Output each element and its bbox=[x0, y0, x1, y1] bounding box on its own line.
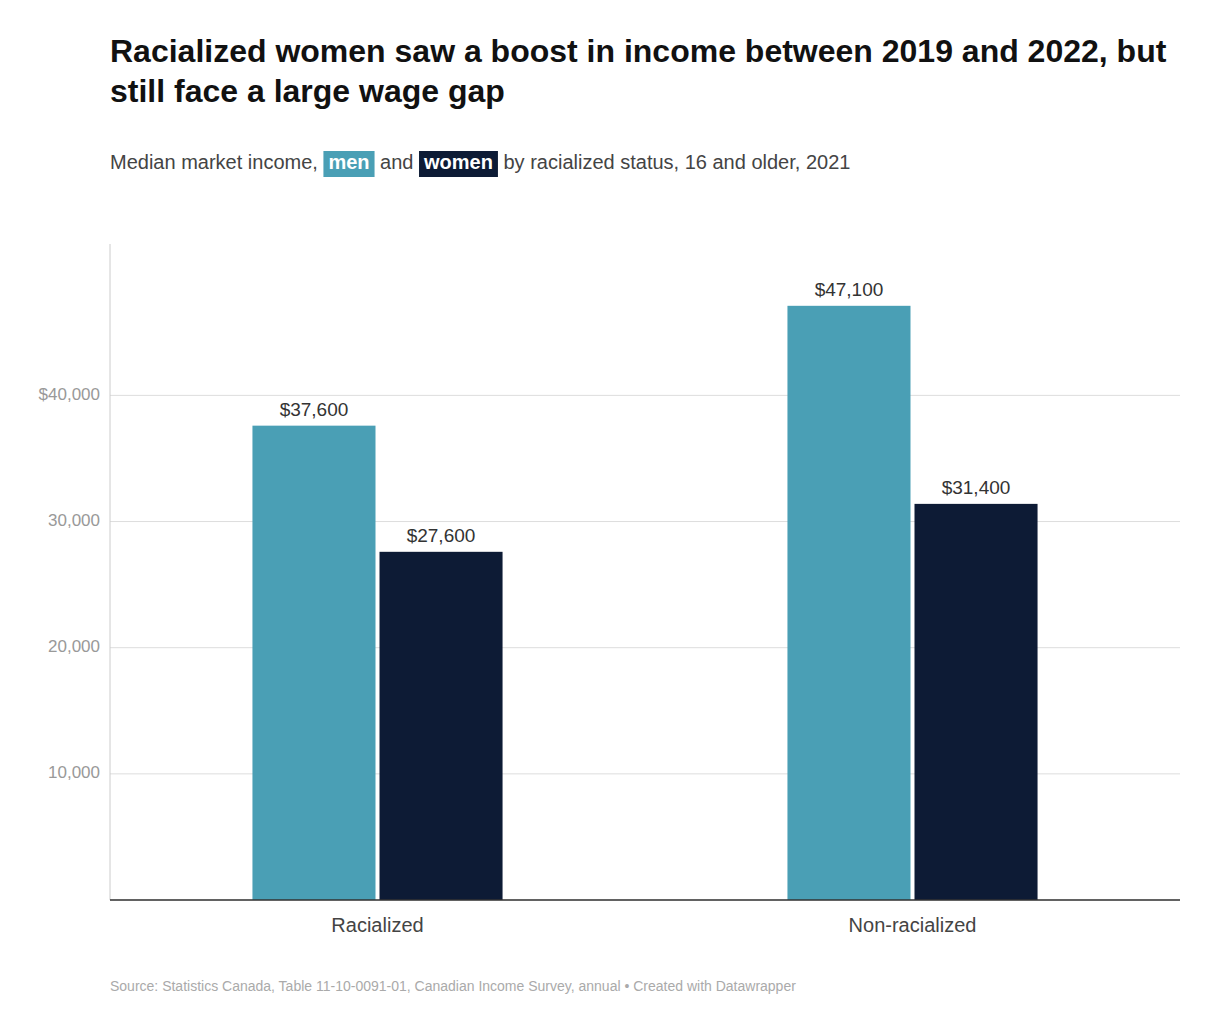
y-tick-label: 20,000 bbox=[48, 637, 100, 656]
subtitle: and bbox=[375, 151, 419, 173]
bar bbox=[380, 552, 503, 900]
data-label: $47,100 bbox=[815, 279, 884, 300]
data-labels: $37,600 $27,600 $47,100 $31,400 bbox=[280, 279, 1011, 546]
x-tick-label: Non-racialized bbox=[849, 914, 977, 936]
title-group: Racialized women saw a boost in income b… bbox=[110, 33, 1167, 109]
title: Racialized women saw a boost in income b… bbox=[110, 33, 1167, 69]
subtitle: by racialized status, 16 and older, 2021 bbox=[498, 151, 850, 173]
legend-swatch bbox=[323, 151, 374, 177]
x-axis-line bbox=[110, 899, 1180, 901]
grid-line bbox=[110, 395, 1180, 396]
grid bbox=[110, 395, 1180, 900]
bars bbox=[252, 306, 1037, 900]
page: {"chart_data": { "type": "bar", "title":… bbox=[0, 0, 1220, 1019]
y-tick-label: 30,000 bbox=[48, 511, 100, 530]
subtitle-group: Median market income, men and women by r… bbox=[110, 151, 850, 177]
title: still face a large wage gap bbox=[110, 73, 505, 109]
chart: Racialized women saw a boost in income b… bbox=[0, 0, 1220, 1019]
y-axis-line bbox=[110, 244, 111, 900]
source: Source: Statistics Canada, Table 11-10-0… bbox=[110, 978, 796, 994]
data-label: $31,400 bbox=[942, 477, 1011, 498]
bar bbox=[787, 306, 910, 900]
legend-label: men bbox=[328, 151, 369, 173]
bar bbox=[252, 426, 375, 900]
legend-swatch bbox=[419, 151, 498, 177]
bar bbox=[915, 504, 1038, 900]
legend-label: women bbox=[423, 151, 493, 173]
grid-line bbox=[110, 900, 1180, 901]
x-tick-label: Racialized bbox=[331, 914, 423, 936]
subtitle: Median market income, bbox=[110, 151, 323, 173]
data-label: $27,600 bbox=[407, 525, 476, 546]
y-axis: 10,000 20,000 30,000 $40,000 bbox=[39, 244, 110, 900]
y-tick-label: $40,000 bbox=[39, 385, 100, 404]
x-axis: Racialized Non-racialized bbox=[110, 900, 1180, 936]
y-tick-label: 10,000 bbox=[48, 763, 100, 782]
data-label: $37,600 bbox=[280, 399, 349, 420]
